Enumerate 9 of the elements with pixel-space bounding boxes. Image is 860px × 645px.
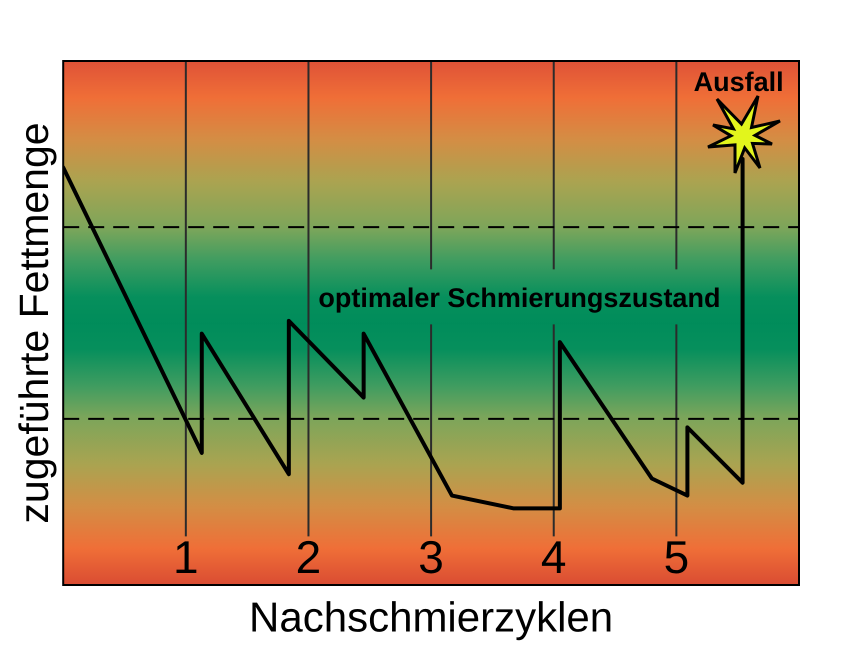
y-axis-title: zugeführte Fettmenge — [10, 122, 57, 524]
annotation: Ausfall — [694, 66, 784, 97]
x-tick-label: 3 — [418, 531, 444, 584]
x-tick-label: 2 — [296, 531, 322, 584]
x-tick-label: 5 — [664, 531, 690, 584]
x-tick-label: 4 — [540, 531, 567, 584]
x-axis-title: Nachschmierzyklen — [249, 593, 614, 640]
annotation: optimaler Schmierungszustand — [318, 282, 720, 313]
x-tick-label: 1 — [173, 531, 199, 584]
